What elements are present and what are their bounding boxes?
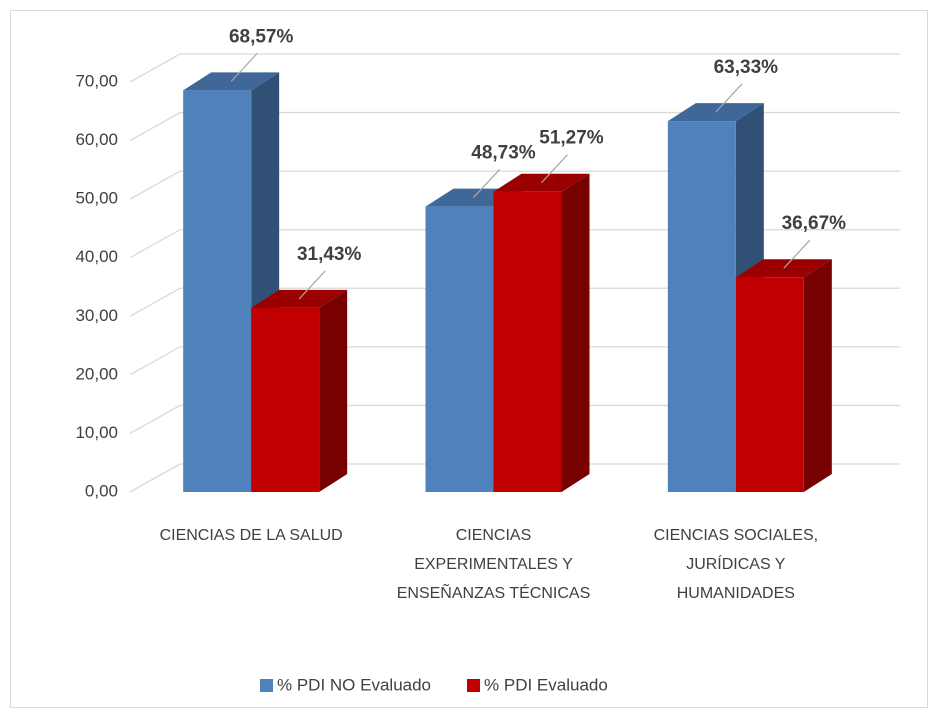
bar-front xyxy=(735,277,804,492)
y-tick-label: 50,00 xyxy=(75,189,118,208)
grid-line xyxy=(129,111,900,142)
legend-label: % PDI NO Evaluado xyxy=(277,675,431,694)
bar-front xyxy=(667,121,736,493)
y-tick-label: 30,00 xyxy=(75,306,118,325)
bar xyxy=(735,259,832,492)
data-label: 68,57% xyxy=(229,26,294,47)
y-tick-label: 40,00 xyxy=(75,247,118,266)
bar-front xyxy=(425,206,494,492)
leader-line xyxy=(230,52,258,82)
y-tick-label: 0,00 xyxy=(85,481,118,500)
data-label: 51,27% xyxy=(539,128,604,149)
x-tick-label: CIENCIAS EXPERIMENTALES Y ENSEÑANZAS TÉC… xyxy=(396,527,591,602)
bar-side xyxy=(803,259,832,492)
chart-border xyxy=(10,10,928,708)
grid-line xyxy=(129,170,900,200)
grid-line xyxy=(129,287,900,317)
grid-line xyxy=(129,404,900,434)
bar-side xyxy=(561,173,590,492)
data-label: 63,33% xyxy=(714,57,779,78)
leader-line xyxy=(541,154,568,184)
bar xyxy=(183,72,280,492)
legend-swatch xyxy=(260,679,273,692)
x-tick-label: CIENCIAS SOCIALES, JURÍDICAS Y HUMANIDAD… xyxy=(653,527,819,602)
bar-side xyxy=(319,289,348,492)
leader-line xyxy=(783,239,811,269)
legend-swatch xyxy=(467,679,481,692)
data-label: 48,73% xyxy=(471,143,536,164)
grid-line xyxy=(129,229,900,259)
leader-line xyxy=(715,83,743,113)
legend-label: % PDI Evaluado xyxy=(484,675,608,694)
y-tick-label: 20,00 xyxy=(75,364,118,383)
data-label: 36,67% xyxy=(782,213,847,234)
bar xyxy=(251,289,348,492)
grid-line xyxy=(129,463,900,493)
bar-front xyxy=(493,191,562,492)
y-tick-label: 10,00 xyxy=(75,423,118,442)
leader-line xyxy=(298,270,326,300)
y-tick-label: 60,00 xyxy=(75,130,118,149)
grid-line xyxy=(129,346,900,376)
y-tick-label: 70,00 xyxy=(75,71,118,90)
bar-top xyxy=(183,72,280,91)
data-label: 31,43% xyxy=(297,244,362,265)
leader-line xyxy=(473,169,500,198)
bar-front xyxy=(183,90,252,492)
grid-line xyxy=(129,53,900,83)
bar-front xyxy=(251,307,320,492)
bar xyxy=(493,173,590,492)
x-tick-label: CIENCIAS DE LA SALUD xyxy=(159,527,343,544)
